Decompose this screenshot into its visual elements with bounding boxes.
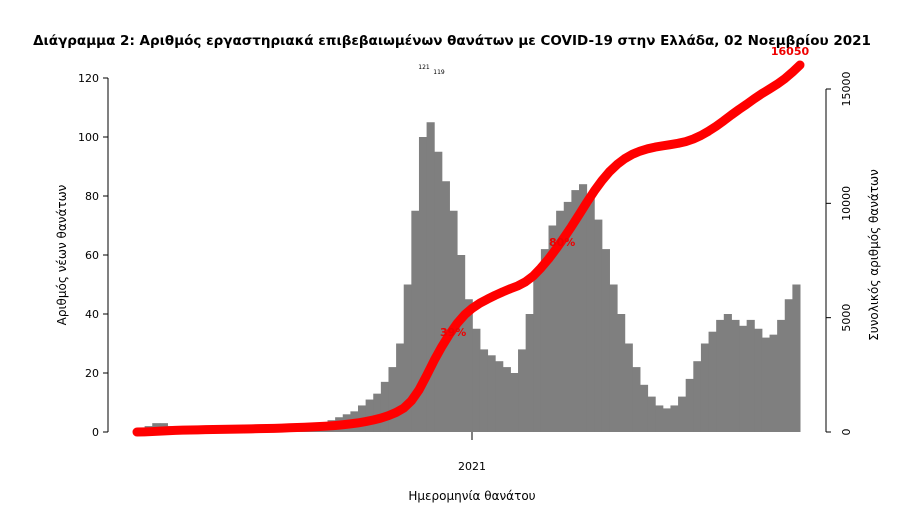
bar	[464, 299, 473, 432]
bar	[754, 328, 763, 432]
bar	[533, 269, 542, 432]
bar	[746, 319, 755, 432]
y-axis-label: Αριθμός νέων θανάτων	[55, 184, 69, 325]
bar	[769, 334, 778, 432]
bar	[403, 284, 412, 432]
bar	[510, 373, 519, 432]
bar	[716, 319, 725, 432]
bar	[632, 367, 641, 432]
bar	[479, 349, 489, 432]
bar	[556, 210, 565, 432]
peak-label: 121	[418, 64, 430, 71]
bar	[388, 367, 397, 432]
bar	[434, 151, 443, 432]
y-tick-label: 20	[85, 367, 99, 380]
bar	[723, 314, 732, 432]
bar	[457, 255, 466, 432]
peak-label: 119	[433, 69, 445, 76]
bar	[380, 381, 389, 432]
bar	[601, 249, 610, 432]
annotation-total: 16050	[771, 45, 810, 58]
bar	[472, 328, 481, 432]
y2-tick-label: 0	[840, 429, 853, 436]
bar	[495, 361, 504, 432]
bar	[685, 378, 694, 432]
bar	[739, 325, 748, 432]
y2-tick-label: 5000	[840, 304, 853, 332]
bar	[518, 349, 527, 432]
bar	[594, 219, 603, 432]
bar	[617, 314, 626, 432]
y-tick-label: 40	[85, 308, 99, 321]
bar	[586, 196, 595, 432]
y-tick-label: 0	[92, 426, 99, 439]
bar	[670, 405, 679, 432]
bar	[777, 319, 786, 432]
bar	[639, 384, 649, 432]
bar	[525, 314, 534, 432]
bar	[761, 337, 771, 432]
cumulative-line	[132, 60, 805, 437]
bar	[731, 319, 740, 432]
bar	[411, 210, 420, 432]
y-tick-label: 60	[85, 249, 99, 262]
bar	[441, 181, 450, 432]
bar	[693, 361, 702, 432]
y2-tick-label: 15000	[840, 72, 853, 107]
bar	[579, 184, 588, 432]
y-tick-label: 100	[78, 131, 99, 144]
y-tick-label: 80	[85, 190, 99, 203]
bar	[373, 393, 382, 432]
bar	[792, 284, 801, 432]
bar	[571, 190, 580, 432]
bar	[647, 396, 656, 432]
bar	[784, 299, 793, 432]
bar	[708, 331, 717, 432]
bar	[396, 343, 405, 432]
bar	[655, 405, 664, 432]
bar	[540, 249, 550, 432]
bar	[426, 122, 435, 432]
bar	[678, 396, 687, 432]
x-axis-label: Ημερομηνία θανάτου	[408, 489, 535, 503]
bar	[563, 201, 572, 432]
chart-title: Διάγραμμα 2: Αριθμός εργαστηριακά επιβεβ…	[33, 33, 871, 49]
y2-tick-label: 10000	[840, 186, 853, 221]
bar	[662, 408, 671, 432]
y-tick-label: 120	[78, 72, 99, 85]
bar	[548, 225, 557, 432]
annotation-39pct: 39%	[440, 326, 466, 339]
bar	[609, 284, 618, 432]
annotation-80pct: 80%	[549, 236, 575, 249]
bar	[418, 137, 428, 432]
bar	[502, 367, 511, 432]
bar	[487, 355, 496, 432]
y2-axis-label: Συνολικός αριθμός θανάτων	[867, 169, 881, 341]
bar	[624, 343, 633, 432]
bar	[700, 343, 710, 432]
x-tick-label: 2021	[458, 460, 486, 473]
bar	[365, 399, 374, 432]
